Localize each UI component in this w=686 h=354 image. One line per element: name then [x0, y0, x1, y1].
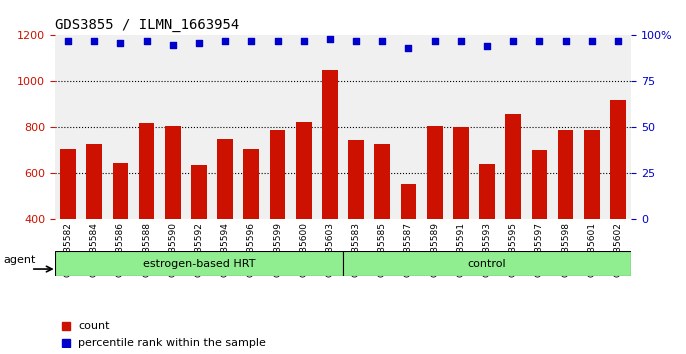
Point	[220, 38, 230, 44]
Bar	[139, 123, 154, 219]
Text: count: count	[78, 321, 110, 331]
Bar	[506, 114, 521, 219]
Bar	[244, 149, 259, 219]
Bar	[480, 164, 495, 219]
Bar	[217, 139, 233, 219]
Point	[534, 38, 545, 44]
Text: agent: agent	[3, 255, 36, 265]
Bar	[296, 122, 311, 219]
Bar	[86, 143, 102, 219]
Text: percentile rank within the sample: percentile rank within the sample	[78, 338, 265, 348]
Bar	[558, 130, 573, 219]
Point	[298, 38, 309, 44]
Point	[587, 38, 598, 44]
Point	[141, 38, 152, 44]
Point	[429, 38, 440, 44]
Bar	[165, 126, 180, 219]
Text: control: control	[468, 259, 506, 269]
Point	[403, 45, 414, 51]
Point	[351, 38, 362, 44]
Point	[560, 38, 571, 44]
Point	[456, 38, 466, 44]
Bar	[427, 126, 442, 219]
Bar	[113, 163, 128, 219]
Bar	[60, 149, 76, 219]
Point	[88, 38, 99, 44]
Bar	[453, 127, 469, 219]
Point	[115, 40, 126, 46]
Point	[193, 40, 204, 46]
Point	[613, 38, 624, 44]
Point	[482, 44, 493, 49]
Point	[377, 38, 388, 44]
Point	[508, 38, 519, 44]
Bar	[322, 70, 338, 219]
Point	[62, 38, 73, 44]
Bar	[270, 130, 285, 219]
Point	[272, 38, 283, 44]
Text: estrogen-based HRT: estrogen-based HRT	[143, 259, 255, 269]
Point	[167, 42, 178, 47]
FancyBboxPatch shape	[55, 251, 343, 276]
Bar	[610, 100, 626, 219]
Bar	[584, 130, 600, 219]
Bar	[401, 184, 416, 219]
Point	[246, 38, 257, 44]
Bar	[348, 140, 364, 219]
Point	[324, 36, 335, 42]
Bar	[191, 165, 206, 219]
Bar	[375, 143, 390, 219]
FancyBboxPatch shape	[343, 251, 631, 276]
Text: GDS3855 / ILMN_1663954: GDS3855 / ILMN_1663954	[55, 18, 239, 32]
Bar	[532, 150, 547, 219]
